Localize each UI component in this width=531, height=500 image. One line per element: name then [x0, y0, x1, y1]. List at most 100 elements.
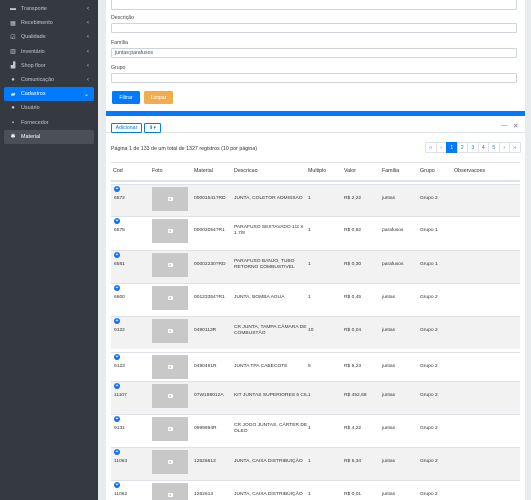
- cell-familia: juntas: [382, 364, 396, 369]
- familia-label: Família: [111, 40, 129, 46]
- column-header-multiplo[interactable]: Multiplo: [308, 168, 327, 174]
- table-row[interactable]: +11063 12625613 JUNTA, CAIXA DISTRIBUIÇÃO 1…: [111, 447, 520, 480]
- sidebar-item-label: Recebimento: [21, 20, 53, 27]
- column-header-grupo[interactable]: Grupo: [420, 168, 435, 174]
- expand-row-icon[interactable]: +: [114, 482, 120, 488]
- cell-material: 00123354?R1: [194, 295, 225, 300]
- expand-row-icon[interactable]: +: [114, 186, 120, 192]
- product-photo-placeholder: [152, 417, 188, 441]
- column-header-observacoes[interactable]: Observacoes: [454, 168, 486, 174]
- cell-descricao: CR JUNTA, TAMPA CÂMARA DE COMBUSTÃO: [234, 325, 306, 338]
- cell-valor: R$ 5,34: [344, 459, 362, 464]
- user-icon: ●: [11, 105, 15, 112]
- cell-cod: 9122: [114, 328, 125, 333]
- cell-cod: 9123: [114, 364, 125, 369]
- page-link[interactable]: ››: [509, 142, 521, 153]
- grupo-input[interactable]: [111, 73, 517, 83]
- descricao-group: Descrição: [111, 15, 517, 33]
- product-photo-placeholder: [152, 319, 188, 343]
- column-header-descricao[interactable]: Descricao: [234, 168, 258, 174]
- sidebar-item-label: Comunicação: [21, 77, 54, 84]
- close-icon[interactable]: ✕: [513, 123, 519, 130]
- column-header-material[interactable]: Material: [194, 168, 213, 174]
- chart-bar-icon: ▥: [10, 49, 16, 56]
- expand-row-icon[interactable]: +: [114, 318, 120, 324]
- expand-row-icon[interactable]: +: [114, 252, 120, 258]
- sidebar-item-label: Transporte: [21, 6, 47, 13]
- sidebar-item-transporte[interactable]: ▬ Transporte ‹: [0, 2, 98, 16]
- chevron-down-icon: ⌄: [83, 91, 89, 98]
- sidebar-subitem-fornecedor[interactable]: ▪ Fornecedor: [0, 116, 98, 130]
- descricao-label: Descrição: [111, 15, 135, 21]
- product-photo-placeholder: [152, 187, 188, 211]
- product-photo-placeholder: [152, 253, 188, 277]
- store-icon: ▪: [11, 119, 15, 126]
- familia-input[interactable]: juntas;parafusos: [111, 48, 517, 58]
- list-card: Adicionar ⬇▾ — ✕ Página 1 de 133 de um t…: [106, 113, 525, 500]
- sidebar-item-comunicacao[interactable]: ● Comunicação ‹: [0, 73, 98, 87]
- sidebar-item-cadastros[interactable]: ▰ Cadastros ⌄: [4, 87, 94, 102]
- expand-row-icon[interactable]: +: [114, 416, 120, 422]
- familia-group: Família juntas;parafusos: [111, 40, 517, 58]
- cell-descricao: JUNTA, CAIXA DISTRIBUIÇÃO: [234, 459, 303, 465]
- cell-descricao: PARAFUSO SEXTAVADO 1/2 X 1.7/8: [234, 225, 303, 238]
- cell-grupo: Grupo 2: [420, 492, 438, 497]
- expand-row-icon[interactable]: +: [114, 449, 120, 455]
- expand-row-icon[interactable]: +: [114, 218, 120, 224]
- export-dropdown-button[interactable]: ⬇▾: [144, 123, 161, 133]
- pagination: ‹‹ ‹ 1 2 3 4 5 › ››: [425, 142, 521, 153]
- check-square-icon: ☑: [10, 34, 16, 41]
- cell-multiplo: 1: [308, 492, 311, 497]
- column-header-foto[interactable]: Foto: [152, 168, 163, 174]
- table-row[interactable]: +6581 00002230?RD PARAFUSO BANJO, TUBO RETO…: [111, 250, 520, 283]
- cell-familia: juntas: [382, 196, 396, 201]
- sidebar-subitem-material[interactable]: ✱ Material: [4, 129, 94, 144]
- column-header-cod[interactable]: Cod: [113, 168, 123, 174]
- column-header-familia[interactable]: Familia: [382, 168, 400, 174]
- cell-cod: 11062: [114, 492, 128, 497]
- sidebar-subitem-usuario[interactable]: ● Usuário: [0, 101, 98, 115]
- comments-icon: ●: [11, 77, 15, 84]
- table-row[interactable]: +9131 0999694R CR JOGO JUNTAS, CÁRTER DE ÓL…: [111, 414, 520, 447]
- table-row[interactable]: +11062 1262613 JUNTA, CAIXA DISTRIBUIÇÃO 1 R…: [111, 480, 520, 500]
- top-field-input[interactable]: [111, 0, 517, 10]
- sidebar-item-inventario[interactable]: ▥ Inventário ‹: [0, 45, 98, 59]
- list-toolbar: Adicionar ⬇▾ — ✕: [106, 119, 525, 133]
- cell-descricao: JUNTA, BOMBA AGUA: [234, 295, 284, 301]
- cell-material: 00002230?RD: [194, 262, 226, 267]
- adicionar-button[interactable]: Adicionar: [111, 123, 142, 133]
- sidebar-item-label: Usuário: [21, 105, 40, 112]
- table-row[interactable]: +11107 07W198012A KIT JUNTAS SUPERIORES 6 …: [111, 381, 520, 414]
- table-row[interactable]: +6572 00001541?RD JUNTA, COLETOR ADMISSAO 1…: [111, 184, 520, 217]
- descricao-line: CR JUNTA, TAMPA CÂMARA DE: [234, 325, 307, 330]
- cell-valor: R$ 0,04: [344, 328, 362, 333]
- top-field-group: [111, 0, 517, 10]
- table-row[interactable]: +9123 0490491R JUNTA TPA CABECOTE 5 R$ 5,23 j…: [111, 352, 520, 385]
- filtrar-button[interactable]: Filtrar: [112, 91, 140, 104]
- sidebar-item-recebimento[interactable]: ▦ Recebimento ‹: [0, 16, 98, 30]
- cell-descricao: CR JOGO JUNTAS, CÁRTER DE ÓLEO: [234, 423, 307, 436]
- expand-row-icon[interactable]: +: [114, 354, 120, 360]
- sidebar-item-shop-floor[interactable]: ▟ Shop floor ‹: [0, 59, 98, 73]
- cell-familia: juntas: [382, 393, 396, 398]
- table-row[interactable]: +6575 00002054?R1 PARAFUSO SEXTAVADO 1/2 X…: [111, 216, 520, 249]
- chevron-left-icon: ‹: [87, 62, 89, 69]
- table-row[interactable]: +9122 0490113R CR JUNTA, TAMPA CÂMARA DE CO…: [111, 316, 520, 349]
- industry-icon: ▟: [10, 63, 16, 70]
- descricao-line: 1.7/8: [234, 231, 245, 237]
- filter-card: Descrição Família juntas;parafusos Grupo: [106, 0, 525, 114]
- descricao-input[interactable]: [111, 23, 517, 33]
- sidebar-item-qualidade[interactable]: ☑ Qualidade ‹: [0, 30, 98, 44]
- minimize-icon[interactable]: —: [501, 122, 508, 129]
- column-header-valor[interactable]: Valor: [344, 168, 356, 174]
- sidebar-item-label: Shop floor: [21, 62, 46, 69]
- product-photo-placeholder: [152, 219, 188, 243]
- limpar-button[interactable]: Limpar: [144, 91, 173, 104]
- expand-row-icon[interactable]: +: [114, 285, 120, 291]
- cell-valor: R$ 452,68: [344, 393, 367, 398]
- cell-material: 0490491R: [194, 364, 217, 369]
- descricao-line: CR JOGO JUNTAS, CÁRTER DE: [234, 423, 308, 428]
- table-row[interactable]: +6600 00123354?R1 JUNTA, BOMBA AGUA 1 R$ 0,4…: [111, 283, 520, 316]
- cell-multiplo: 1: [308, 295, 311, 300]
- expand-row-icon[interactable]: +: [114, 383, 120, 389]
